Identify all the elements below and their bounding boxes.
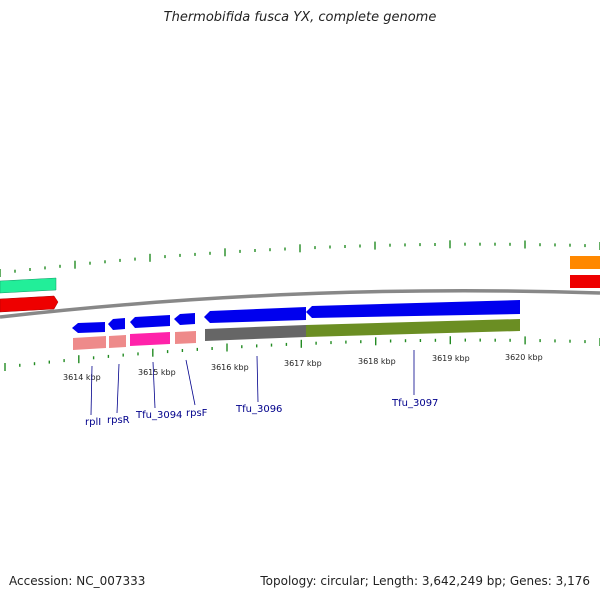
gene-label-Tfu_3096[interactable]: Tfu_3096 [235, 404, 282, 415]
axis-label-3618: 3618 kbp [358, 357, 396, 366]
rna-block-rpsR [109, 335, 126, 348]
leader-line-rpsR [116, 363, 120, 414]
leader-line-rpsF [185, 359, 196, 406]
gene-label-rpsF[interactable]: rpsF [186, 408, 208, 419]
cds-arrow-rplI[interactable] [72, 322, 105, 333]
cds-arrow-rpsF[interactable] [174, 313, 195, 325]
axis-label-3616: 3616 kbp [211, 363, 249, 372]
axis-label-3619: 3619 kbp [432, 354, 470, 363]
gene-leader-lines [90, 350, 415, 416]
leader-line-Tfu_3094 [152, 361, 156, 409]
axis-label-3614: 3614 kbp [63, 373, 101, 382]
genome-summary-text: Topology: circular; Length: 3,642,249 bp… [260, 574, 590, 588]
lower-tick-arc [4, 336, 600, 371]
gene-label-Tfu_3097[interactable]: Tfu_3097 [391, 398, 438, 409]
cog-feature-red-right [570, 275, 600, 288]
leader-line-rplI [90, 365, 93, 416]
backbone-arc-outer [0, 288, 600, 319]
right-feature-blocks [570, 256, 600, 288]
axis-label-3620: 3620 kbp [505, 353, 543, 362]
rna-block-Tfu_3094 [130, 332, 170, 346]
cog-feature-orange-right [570, 256, 600, 269]
accession-text: Accession: NC_007333 [9, 574, 146, 588]
cds-arrow-rpsR[interactable] [108, 318, 125, 330]
cog-feature-green-left [0, 277, 57, 294]
feature-track-lower [73, 319, 520, 350]
rna-block-rplI [73, 336, 106, 350]
rna-block-rpsF [175, 331, 196, 344]
leader-line-Tfu_3096 [256, 355, 259, 403]
map-title: Thermobifida fusca YX, complete genome [163, 10, 437, 25]
gc-block-dark [205, 325, 306, 341]
gene-label-rpsR[interactable]: rpsR [107, 415, 130, 426]
upper-tick-arc [0, 240, 600, 277]
cds-track [72, 300, 520, 333]
axis-label-3615: 3615 kbp [138, 368, 176, 377]
gene-label-rplI[interactable]: rplI [85, 417, 101, 428]
axis-label-3617: 3617 kbp [284, 359, 322, 368]
cds-arrow-Tfu_3094[interactable] [130, 315, 170, 328]
backbone-arc-inner [0, 294, 600, 322]
cds-arrow-Tfu_3096[interactable] [204, 307, 306, 323]
gc-block-olive [306, 319, 520, 337]
cds-arrow-Tfu_3097[interactable] [306, 300, 520, 318]
left-feature-blocks [0, 277, 59, 313]
cog-feature-red-left [0, 295, 59, 313]
gene-label-Tfu_3094[interactable]: Tfu_3094 [135, 410, 182, 421]
